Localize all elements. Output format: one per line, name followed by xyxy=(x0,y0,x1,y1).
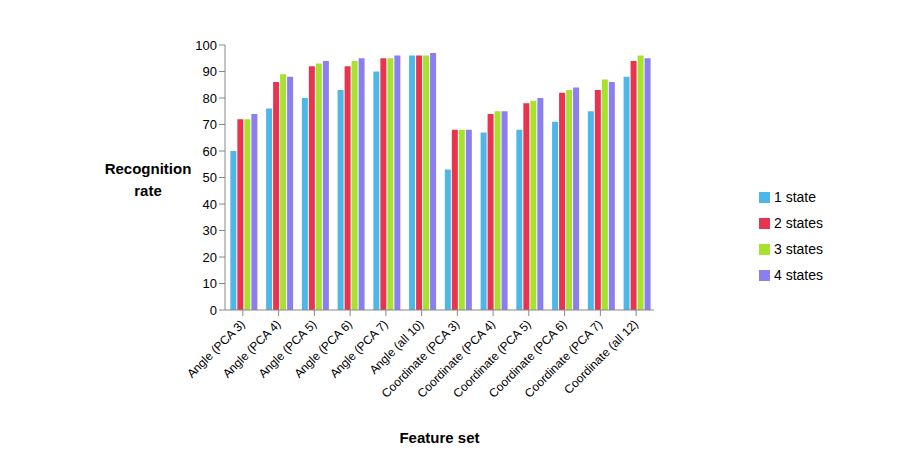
svg-text:Coordinate (PCA 3): Coordinate (PCA 3) xyxy=(378,317,463,401)
html-text:3 states: 3 states xyxy=(774,240,823,257)
svg-text:Coordinate (all 12): Coordinate (all 12) xyxy=(561,317,641,397)
html-text:1 state: 1 state xyxy=(774,188,816,205)
svg-text:40: 40 xyxy=(203,197,217,212)
svg-text:Coordinate (PCA 5): Coordinate (PCA 5) xyxy=(450,317,534,401)
svg-text:Coordinate (PCA 7): Coordinate (PCA 7) xyxy=(521,317,606,401)
svg-text:Coordinate (PCA 4): Coordinate (PCA 4) xyxy=(414,317,499,401)
svg-text:Angle (PCA 7): Angle (PCA 7) xyxy=(327,317,391,381)
svg-text:Feature set: Feature set xyxy=(399,429,479,446)
svg-text:0: 0 xyxy=(210,303,217,318)
svg-text:100: 100 xyxy=(195,38,217,53)
svg-text:Angle (PCA 5): Angle (PCA 5) xyxy=(255,317,320,381)
svg-text:50: 50 xyxy=(203,170,217,185)
svg-text:70: 70 xyxy=(203,117,217,132)
svg-text:60: 60 xyxy=(203,144,217,159)
html-text:2 states: 2 states xyxy=(774,214,823,231)
svg-text:Angle (PCA 6): Angle (PCA 6) xyxy=(291,317,356,381)
svg-text:10: 10 xyxy=(203,276,217,291)
svg-text:20: 20 xyxy=(203,250,217,265)
svg-text:30: 30 xyxy=(203,223,217,238)
svg-text:Angle (PCA 4): Angle (PCA 4) xyxy=(219,317,284,381)
html-text:Recognition rate: Recognition rate xyxy=(104,160,192,199)
svg-text:Coordinate (PCA 6): Coordinate (PCA 6) xyxy=(486,317,570,401)
svg-text:Angle (PCA 3): Angle (PCA 3) xyxy=(184,317,248,381)
html-text:4 states: 4 states xyxy=(774,266,823,283)
svg-text:Angle (all 10): Angle (all 10) xyxy=(366,317,427,377)
svg-text:80: 80 xyxy=(203,91,217,106)
svg-text:90: 90 xyxy=(203,64,217,79)
